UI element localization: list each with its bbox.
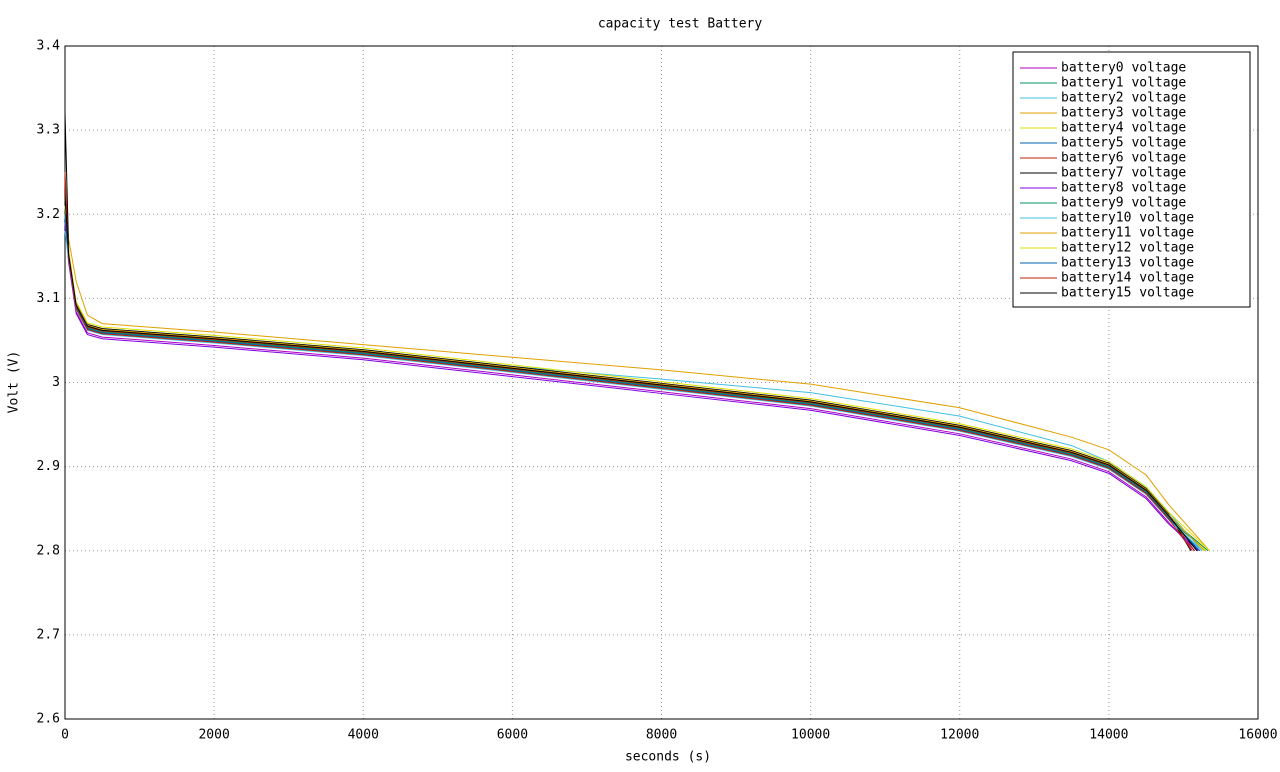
x-tick-label: 4000	[348, 728, 379, 743]
legend-label: battery13 voltage	[1061, 256, 1194, 271]
x-tick-label: 10000	[791, 728, 830, 743]
series-line	[64, 197, 1198, 552]
legend-label: battery10 voltage	[1061, 211, 1194, 226]
series-line	[64, 205, 1195, 552]
y-tick-label: 3	[52, 375, 60, 390]
x-tick-label: 16000	[1238, 728, 1277, 743]
y-tick-label: 3.3	[37, 123, 60, 138]
legend-label: battery5 voltage	[1061, 136, 1186, 151]
y-tick-label: 2.9	[37, 459, 60, 474]
x-tick-label: 8000	[646, 728, 677, 743]
legend-label: battery6 voltage	[1061, 151, 1186, 166]
series-line	[64, 180, 1193, 552]
legend-label: battery1 voltage	[1061, 76, 1186, 91]
legend-label: battery2 voltage	[1061, 91, 1186, 106]
y-tick-label: 2.7	[37, 627, 60, 642]
y-tick-label: 2.6	[37, 712, 60, 727]
x-tick-label: 2000	[198, 728, 229, 743]
legend-label: battery3 voltage	[1061, 106, 1186, 121]
y-axis-label: Volt (V)	[7, 351, 22, 414]
y-tick-label: 3.1	[37, 291, 60, 306]
y-tick-label: 2.8	[37, 543, 60, 558]
series-line	[64, 205, 1210, 552]
x-tick-label: 0	[61, 728, 69, 743]
series-line	[64, 197, 1210, 552]
x-tick-label: 12000	[940, 728, 979, 743]
chart-title: capacity test Battery	[598, 17, 763, 32]
legend-label: battery9 voltage	[1061, 196, 1186, 211]
plot-frame	[64, 45, 1259, 720]
legend-label: battery11 voltage	[1061, 226, 1194, 241]
legend-label: battery0 voltage	[1061, 61, 1186, 76]
y-tick-label: 3.2	[37, 207, 60, 222]
y-tick-label: 3.4	[37, 39, 61, 54]
legend-label: battery4 voltage	[1061, 121, 1186, 136]
legend-label: battery14 voltage	[1061, 271, 1194, 286]
legend-label: battery8 voltage	[1061, 181, 1186, 196]
x-tick-label: 6000	[497, 728, 528, 743]
series-line	[64, 222, 1199, 552]
legend-box	[1012, 51, 1251, 308]
legend-label: battery7 voltage	[1061, 166, 1186, 181]
legend-label: battery12 voltage	[1061, 241, 1194, 256]
x-axis-label: seconds (s)	[625, 750, 711, 765]
legend-label: battery15 voltage	[1061, 286, 1194, 301]
x-tick-label: 14000	[1089, 728, 1128, 743]
